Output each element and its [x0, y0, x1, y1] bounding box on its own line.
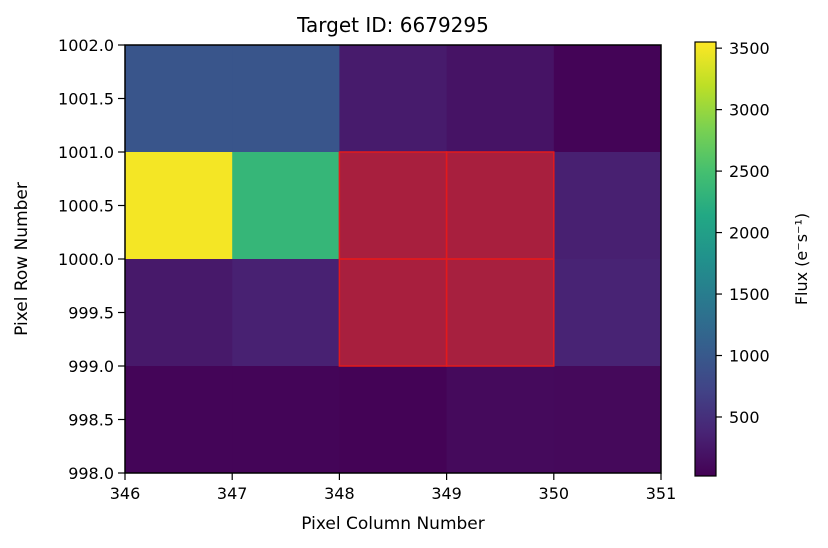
y-tick-label: 999.0 — [68, 357, 114, 376]
y-tick-label: 1001.0 — [58, 143, 114, 162]
heatmap-cell — [125, 366, 233, 474]
colorbar-tick-label: 1500 — [729, 285, 770, 304]
heatmap-cell — [232, 259, 340, 367]
y-tick-label: 998.5 — [68, 411, 114, 430]
y-axis-label: Pixel Row Number — [12, 182, 32, 336]
heatmap-cell — [339, 45, 448, 153]
aperture-overlay — [338, 151, 555, 367]
x-tick-label: 351 — [646, 484, 677, 503]
y-tick-label: 1000.5 — [58, 197, 114, 216]
colorbar-tick-label: 2000 — [729, 224, 770, 243]
heatmap-cell — [553, 45, 662, 153]
x-axis-ticks: 346 347 348 349 350 351 — [110, 473, 677, 503]
x-tick-label: 349 — [431, 484, 462, 503]
colorbar-tick-label: 3500 — [729, 39, 770, 58]
heatmap-cell — [125, 152, 233, 260]
heatmap-cell — [232, 366, 340, 474]
x-axis-label: Pixel Column Number — [301, 514, 485, 534]
x-tick-label: 346 — [110, 484, 141, 503]
heatmap-cell — [446, 366, 555, 474]
x-tick-label: 350 — [539, 484, 570, 503]
colorbar-ticks: 500 1000 1500 2000 2500 3000 3500 — [716, 39, 770, 427]
colorbar-tick-label: 500 — [729, 408, 760, 427]
y-tick-label: 999.5 — [68, 304, 114, 323]
heatmap-cell — [553, 366, 662, 474]
colorbar-label: Flux (e⁻s⁻¹) — [792, 213, 811, 305]
heatmap-cell — [446, 45, 555, 153]
y-tick-label: 1001.5 — [58, 90, 114, 109]
y-axis-ticks: 998.0 998.5 999.0 999.5 1000.0 1000.5 1001.0 10… — [58, 36, 125, 483]
aperture-pixel — [338, 151, 448, 260]
heatmap-cell — [232, 152, 340, 260]
heatmap-cell — [125, 45, 233, 153]
x-tick-label: 348 — [324, 484, 355, 503]
heatmap-cell — [553, 259, 662, 367]
heatmap-cell — [232, 45, 340, 153]
x-tick-label: 347 — [217, 484, 248, 503]
heatmap-cell — [339, 366, 448, 474]
colorbar-tick-label: 1000 — [729, 347, 770, 366]
heatmap-cell — [125, 259, 233, 367]
y-tick-label: 998.0 — [68, 464, 114, 483]
y-tick-label: 1000.0 — [58, 250, 114, 269]
heatmap-cell — [553, 152, 662, 260]
aperture-pixel — [445, 258, 555, 367]
colorbar — [694, 41, 717, 477]
colorbar-tick-label: 2500 — [729, 162, 770, 181]
chart-title: Target ID: 6679295 — [296, 13, 489, 37]
colorbar-tick-label: 3000 — [729, 101, 770, 120]
aperture-pixel — [338, 258, 448, 367]
y-tick-label: 1002.0 — [58, 36, 114, 55]
aperture-pixel — [445, 151, 555, 260]
